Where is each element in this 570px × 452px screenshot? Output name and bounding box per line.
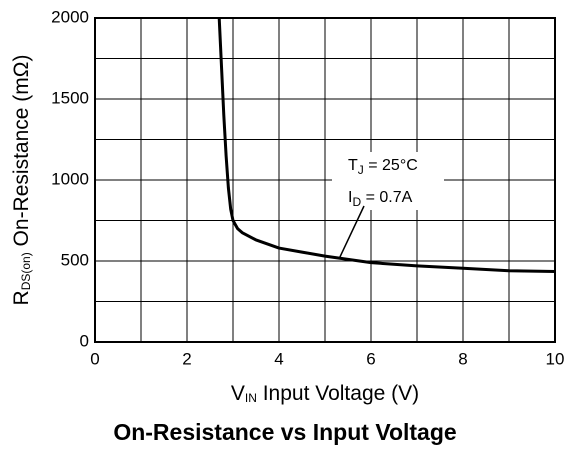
- x-axis-label: VIN Input Voltage (V): [231, 382, 419, 406]
- annotation-leader: [338, 205, 365, 260]
- y-tick-label: 2000: [51, 7, 89, 26]
- annotation: ID = 0.7A: [348, 189, 413, 209]
- y-axis-label-rest: On-Resistance (mΩ): [10, 55, 33, 253]
- x-tick-label: 10: [546, 349, 565, 368]
- data-line: [217, 17, 556, 274]
- x-tick-label: 6: [366, 349, 375, 368]
- annotation: TJ = 25°C: [348, 157, 418, 177]
- x-axis-label-sub: IN: [245, 391, 257, 405]
- y-tick-label: 0: [80, 331, 89, 350]
- x-tick-label: 0: [90, 349, 99, 368]
- annotation-rest: = 0.7A: [361, 189, 412, 206]
- chart-title: On-Resistance vs Input Voltage: [113, 419, 456, 445]
- plot-frame: [94, 17, 556, 343]
- annotation-sub: J: [358, 163, 364, 177]
- annotation-main: I: [348, 189, 352, 206]
- y-axis-label-main: R: [10, 290, 33, 305]
- annotation-box: [332, 152, 444, 210]
- y-tick-label: 1500: [51, 88, 89, 107]
- y-tick-label: 500: [61, 250, 89, 269]
- x-axis-label-rest: Input Voltage (V): [257, 382, 419, 405]
- y-tick-label: 1000: [51, 169, 89, 188]
- y-axis-label: RDS(on) On-Resistance (mΩ): [10, 55, 34, 306]
- y-axis-label-sub: DS(on): [19, 252, 33, 290]
- annotation-main: T: [348, 157, 358, 174]
- x-tick-label: 2: [182, 349, 191, 368]
- x-tick-label: 4: [274, 349, 283, 368]
- x-tick-label: 8: [458, 349, 467, 368]
- annotation-rest: = 25°C: [364, 157, 418, 174]
- x-axis-label-main: V: [231, 382, 245, 405]
- annotation-sub: D: [352, 195, 361, 209]
